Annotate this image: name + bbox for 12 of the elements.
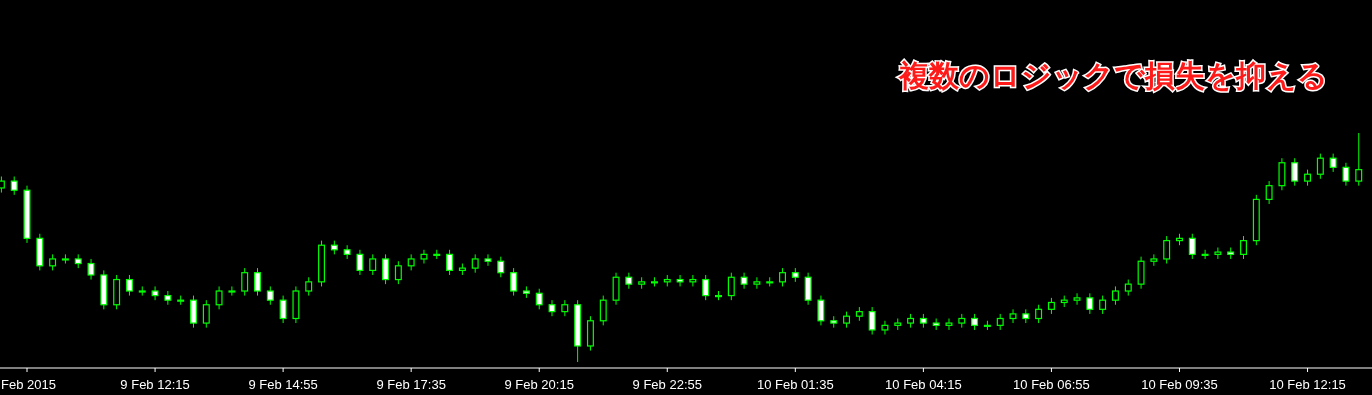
x-tick-label: Feb 2015 (1, 377, 56, 392)
x-tick-label: 9 Feb 12:15 (120, 377, 190, 392)
x-tick-label: 10 Feb 09:35 (1141, 377, 1218, 392)
x-tick-label: 10 Feb 06:55 (1013, 377, 1090, 392)
x-tick-label: 10 Feb 01:35 (757, 377, 834, 392)
chart-title: 複数のロジックで損失を抑える (898, 58, 1328, 93)
x-tick-label: 9 Feb 14:55 (248, 377, 318, 392)
x-tick-label: 9 Feb 22:55 (632, 377, 702, 392)
x-tick-label: 9 Feb 20:15 (504, 377, 574, 392)
x-tick-label: 10 Feb 04:15 (885, 377, 962, 392)
x-tick-label: 9 Feb 17:35 (376, 377, 446, 392)
x-tick-label: 10 Feb 12:15 (1269, 377, 1346, 392)
